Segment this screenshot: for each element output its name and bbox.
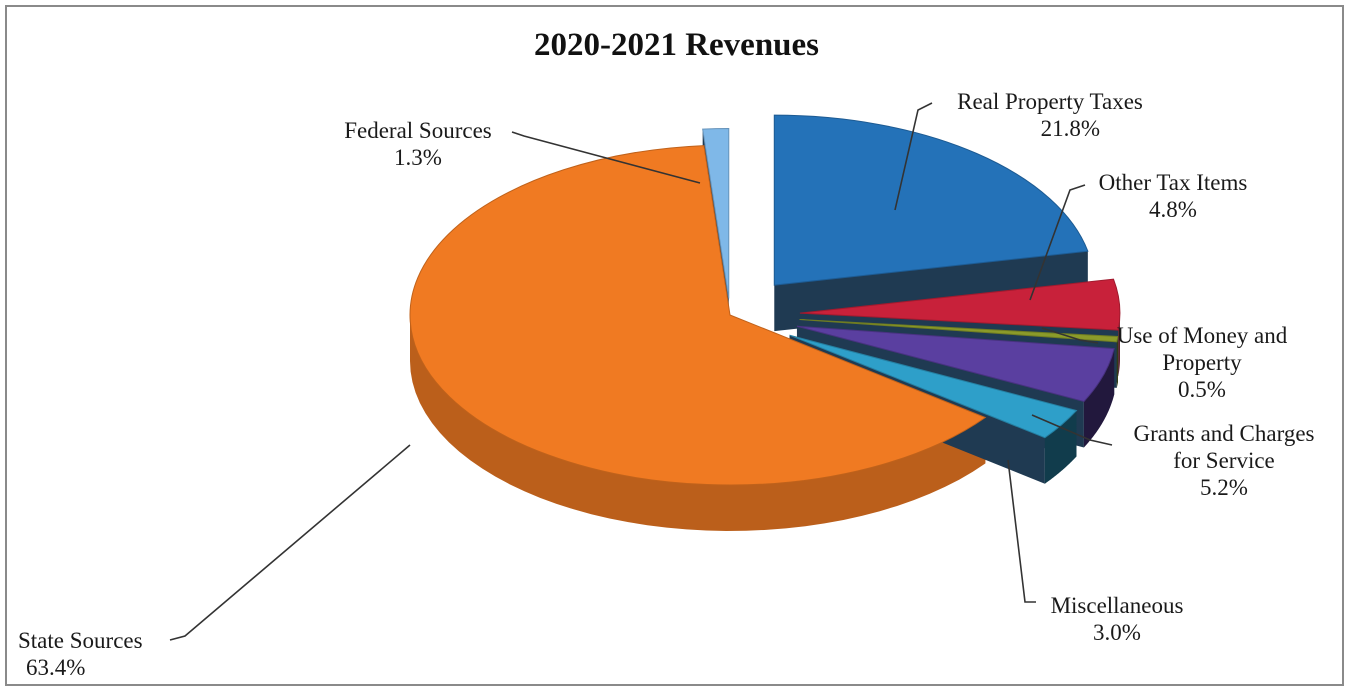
slice-real-property-taxes: [773, 114, 1089, 286]
label-federal-sources-pct: 1.3%: [394, 145, 442, 170]
slice-use-of-money-and-property: [799, 318, 1119, 343]
label-miscellaneous: Miscellaneous 3.0%: [1027, 592, 1207, 646]
leader-line-grants-and-charges-for-service: [1031, 414, 1113, 446]
chart-title: 2020-2021 Revenues: [533, 27, 820, 63]
label-state-sources: State Sources 63.4%: [18, 627, 188, 681]
slice-miscellaneous: [789, 334, 1078, 439]
label-real-property-taxes-pct: 21.8%: [1040, 116, 1100, 141]
label-real-property-taxes-name: Real Property Taxes: [957, 89, 1143, 114]
label-grants-charges-line1: Grants and Charges: [1133, 421, 1315, 446]
label-miscellaneous-pct: 3.0%: [1093, 620, 1141, 645]
label-use-of-money-line1: Use of Money and: [1116, 323, 1288, 348]
slice-rim-state-sources: [410, 315, 986, 531]
leader-line-miscellaneous: [1007, 459, 1036, 603]
label-grants-charges-pct: 5.2%: [1200, 475, 1248, 500]
label-federal-sources: Federal Sources 1.3%: [318, 117, 518, 171]
label-use-of-money-line2: Property: [1162, 350, 1242, 375]
label-grants-charges: Grants and Charges for Service 5.2%: [1104, 420, 1344, 501]
label-federal-sources-name: Federal Sources: [344, 118, 492, 143]
slice-grants-and-charges-for-service: [796, 325, 1115, 403]
leader-line-other-tax-items: [1029, 184, 1086, 301]
label-state-sources-name: State Sources: [18, 628, 143, 653]
leader-line-use-of-money-and-property: [1041, 327, 1099, 344]
label-real-property-taxes: Real Property Taxes 21.8%: [930, 88, 1170, 142]
slice-federal-sources: [702, 128, 730, 299]
slice-state-sources: [409, 145, 987, 486]
label-use-of-money-pct: 0.5%: [1178, 377, 1226, 402]
label-state-sources-pct: 63.4%: [26, 655, 86, 680]
slice-rim-use-of-money-and-property: [1116, 336, 1118, 388]
slice-rim-grants-and-charges-for-service: [1083, 348, 1115, 448]
label-other-tax-items-pct: 4.8%: [1149, 197, 1197, 222]
label-other-tax-items-name: Other Tax Items: [1098, 170, 1248, 195]
slice-rim-miscellaneous: [1044, 410, 1077, 484]
leader-line-state-sources: [169, 444, 411, 641]
leader-line-federal-sources: [511, 131, 701, 184]
slice-other-tax-items: [799, 278, 1121, 331]
label-grants-charges-line2: for Service: [1173, 448, 1275, 473]
label-miscellaneous-name: Miscellaneous: [1050, 593, 1184, 618]
leader-line-real-property-taxes: [894, 102, 933, 211]
label-other-tax-items: Other Tax Items 4.8%: [1068, 169, 1278, 223]
label-use-of-money: Use of Money and Property 0.5%: [1090, 322, 1314, 403]
